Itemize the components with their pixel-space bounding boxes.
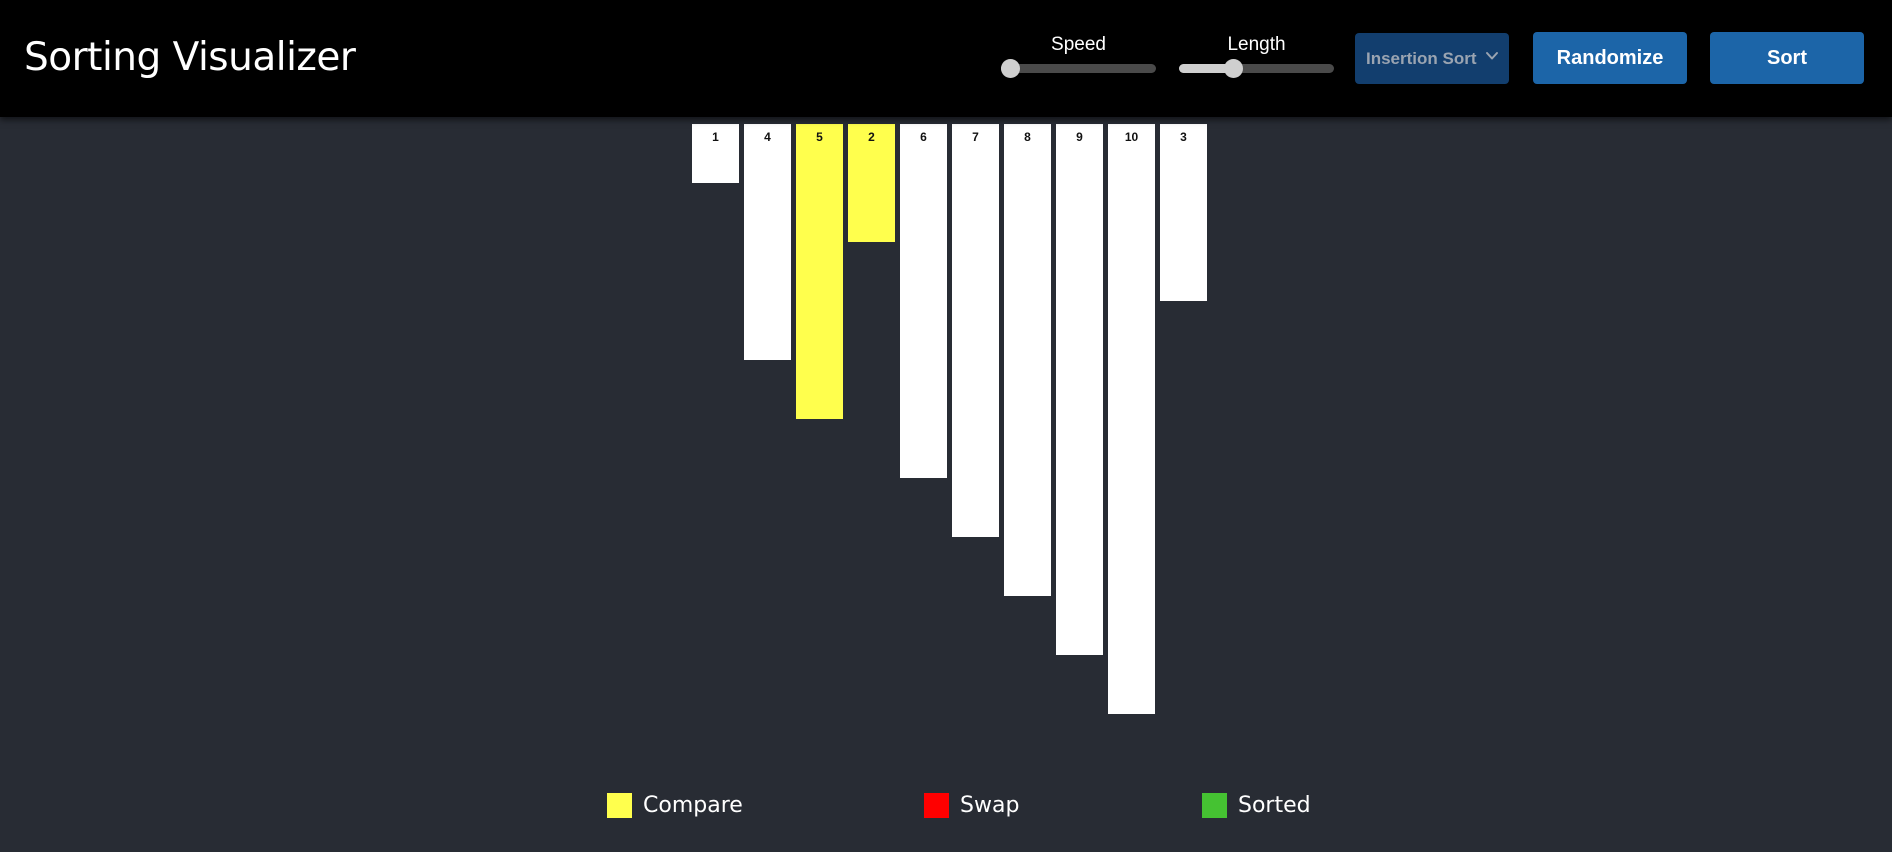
bar: 7 xyxy=(952,124,999,537)
bar-label: 7 xyxy=(972,130,979,144)
swap-label: Swap xyxy=(960,793,1020,818)
sorted-swatch xyxy=(1202,793,1227,818)
bar: 2 xyxy=(848,124,895,242)
bar-label: 8 xyxy=(1024,130,1031,144)
bar-label: 3 xyxy=(1180,130,1187,144)
bar-label: 10 xyxy=(1124,130,1139,144)
speed-slider[interactable] xyxy=(1001,64,1156,73)
bar-label: 6 xyxy=(920,130,927,144)
algorithm-select-value: Insertion Sort xyxy=(1366,49,1477,68)
bar: 10 xyxy=(1108,124,1155,714)
compare-label: Compare xyxy=(643,793,743,818)
length-label: Length xyxy=(1227,34,1286,55)
length-control: Length xyxy=(1179,34,1334,84)
bar-label: 9 xyxy=(1076,130,1083,144)
speed-control: Speed xyxy=(1001,34,1156,84)
bar-label: 1 xyxy=(712,130,719,144)
bar-label: 4 xyxy=(764,130,771,144)
bar: 6 xyxy=(900,124,947,478)
speed-label: Speed xyxy=(1051,34,1106,55)
bar: 8 xyxy=(1004,124,1051,596)
sort-button[interactable]: Sort xyxy=(1710,32,1864,84)
speed-slider-thumb[interactable] xyxy=(1001,59,1020,78)
bar: 9 xyxy=(1056,124,1103,655)
app-title: Sorting Visualizer xyxy=(24,35,356,80)
bar: 5 xyxy=(796,124,843,419)
chevron-down-icon xyxy=(1486,52,1498,60)
bar: 4 xyxy=(744,124,791,360)
bar: 3 xyxy=(1160,124,1207,301)
bar: 1 xyxy=(692,124,739,183)
length-slider-thumb[interactable] xyxy=(1224,59,1244,78)
bar-label: 5 xyxy=(816,130,823,144)
length-slider[interactable] xyxy=(1179,64,1334,73)
algorithm-select[interactable]: Insertion Sort xyxy=(1355,33,1509,84)
bar-label: 2 xyxy=(868,130,875,144)
length-slider-fill xyxy=(1179,64,1234,73)
compare-swatch xyxy=(607,793,632,818)
sorted-label: Sorted xyxy=(1238,793,1311,818)
randomize-button[interactable]: Randomize xyxy=(1533,32,1687,84)
swap-swatch xyxy=(924,793,949,818)
top-bar: Sorting Visualizer Speed Length Insertio… xyxy=(0,0,1892,117)
